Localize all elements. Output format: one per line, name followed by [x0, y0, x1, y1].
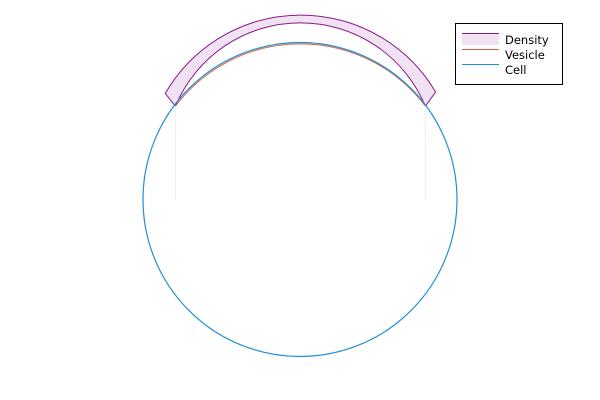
legend-entry-density: Density — [462, 33, 549, 47]
legend: Density Vesicle Cell — [455, 23, 563, 85]
legend-label-density: Density — [505, 33, 549, 47]
legend-swatch-density — [462, 33, 499, 45]
cell-circle — [142, 41, 458, 358]
vesicle-arc — [175, 43, 426, 107]
legend-entry-vesicle: Vesicle — [462, 48, 545, 62]
density-band — [164, 14, 437, 108]
legend-entry-cell: Cell — [462, 63, 527, 77]
legend-label-vesicle: Vesicle — [505, 48, 545, 62]
legend-label-cell: Cell — [505, 63, 527, 77]
